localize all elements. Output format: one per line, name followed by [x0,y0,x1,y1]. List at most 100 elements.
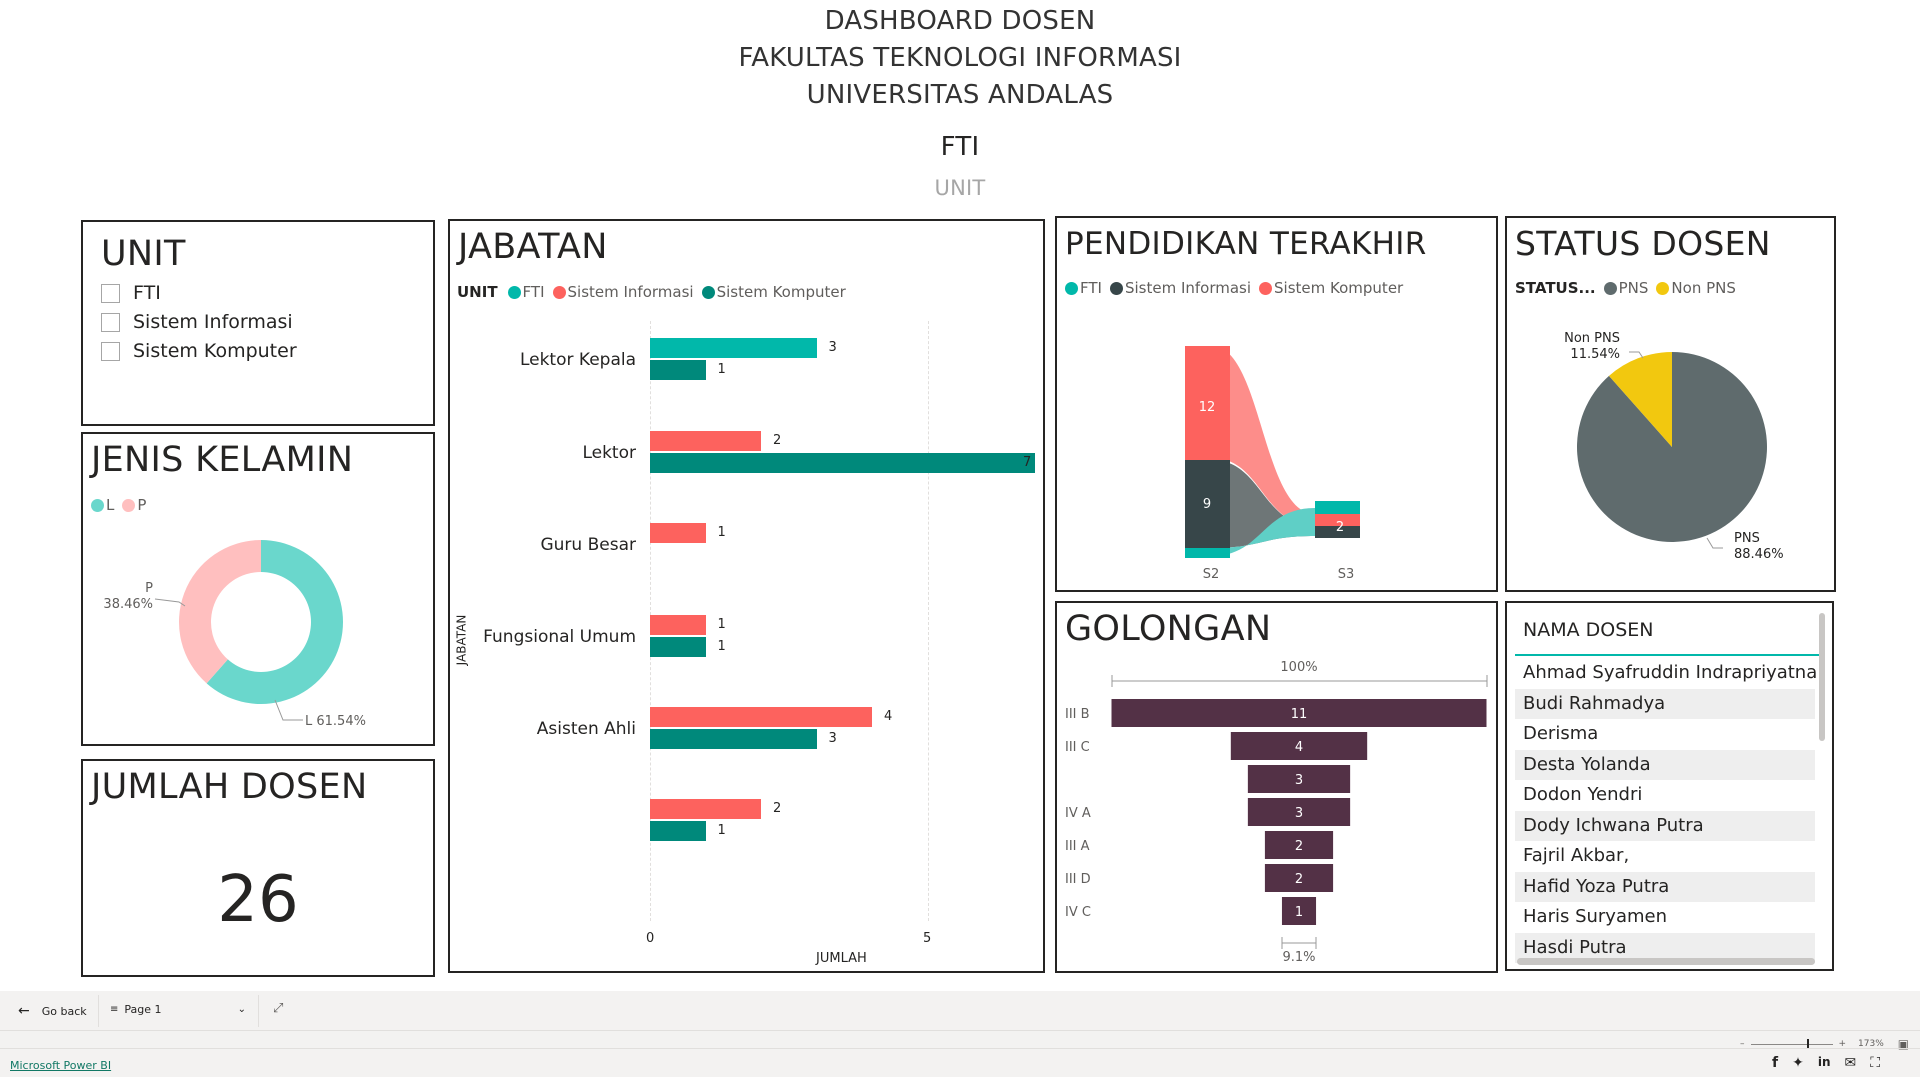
stack-fti-s2[interactable] [1185,548,1230,558]
donut-slices[interactable] [179,540,343,704]
powerbi-brand-link[interactable]: Microsoft Power BI [10,1059,112,1072]
zoom-slider[interactable] [1750,1038,1833,1049]
legend-label: Sistem Komputer [716,283,846,301]
funnel-bar[interactable] [1264,864,1334,892]
nama-dosen-row[interactable]: Fajril Akbar, [1523,845,1630,866]
bar-sistem-komputer[interactable] [650,637,706,657]
pendidikan-card: PENDIDIKAN TERAKHIR FTI Sistem Informasi… [1055,216,1498,592]
legend-item-sistem-komputer[interactable]: Sistem Komputer [701,283,846,301]
bar-sistem-informasi[interactable] [650,707,872,727]
bar-value-label: 2 [773,801,782,816]
stack-sk-s3[interactable] [1315,526,1360,538]
bar-value-label: 7 [1023,455,1032,470]
zoom-in-icon[interactable]: + [1838,1039,1847,1049]
label-p: P [145,581,153,596]
ribbon-sistem-komputer[interactable] [1212,346,1315,526]
horizontal-scrollbar[interactable] [1517,958,1815,965]
go-back-button[interactable]: ← Go back [18,1003,87,1019]
nama-dosen-row[interactable]: Desta Yolanda [1515,749,1815,780]
twitter-icon[interactable]: ✦ [1792,1055,1804,1071]
legend-item-sistem-informasi[interactable]: Sistem Informasi [1109,279,1252,297]
pie-slice-non-pns[interactable] [1608,352,1672,447]
funnel-bar[interactable] [1111,699,1487,727]
nama-dosen-row[interactable]: Ahmad Syafruddin Indrapriyatna [1523,662,1818,683]
nama-dosen-row[interactable]: Budi Rahmadya [1515,688,1815,719]
bar-sistem-komputer[interactable] [650,453,1035,473]
nama-dosen-row[interactable]: Dodon Yendri [1523,784,1643,805]
footer-nav-bar: ← Go back ≡ Page 1 ⌄ ⤢ [0,991,1920,1031]
legend-item-fti[interactable]: FTI [507,283,545,301]
pie-slices[interactable] [1577,352,1767,542]
pct-p: 38.46% [103,597,153,612]
collapse-icon[interactable]: ⤢ [273,1001,284,1016]
arrow-left-icon: ← [18,1003,30,1019]
nama-dosen-row[interactable]: Derisma [1523,723,1599,744]
legend-item-non-pns[interactable]: Non PNS [1656,279,1736,297]
footer-bottom-divider [0,1048,1920,1049]
legend-dot-icon [1259,281,1273,295]
linkedin-icon[interactable]: in [1817,1055,1831,1069]
x-label-s3: S3 [1338,567,1355,582]
bar-sistem-komputer[interactable] [650,360,706,380]
label-l: L 61.54% [305,714,366,729]
fit-to-page-icon[interactable]: ▣ [1897,1037,1910,1051]
legend-item-sistem-informasi[interactable]: Sistem Informasi [552,283,694,301]
email-icon[interactable]: ✉ [1844,1055,1857,1071]
nama-dosen-row[interactable]: Hafid Yoza Putra [1515,871,1815,902]
legend-item-l[interactable]: L [91,496,114,514]
funnel-bar[interactable] [1247,765,1351,793]
unit-option-sistem-komputer[interactable]: Sistem Komputer [101,340,297,362]
funnel-bar[interactable] [1247,798,1351,826]
funnel-bar[interactable] [1264,831,1334,859]
gridline [927,321,929,921]
funnel-value-label: 1 [1295,905,1303,920]
donut-slice-l[interactable] [206,540,343,704]
jenis-kelamin-donut-chart: P 38.46% L 61.54% [103,540,366,729]
checkbox-icon[interactable] [101,283,120,303]
bar-sistem-komputer[interactable] [650,821,706,841]
checkbox-icon[interactable] [101,312,120,332]
stack-fti-s3[interactable] [1315,501,1360,514]
unit-option-sistem-informasi[interactable]: Sistem Informasi [101,311,293,333]
donut-slice-p[interactable] [179,540,261,684]
legend-item-pns[interactable]: PNS [1603,279,1648,297]
bar-sistem-komputer[interactable] [650,729,817,749]
checkbox-icon[interactable] [101,341,120,361]
bar-sistem-informasi[interactable] [650,431,761,451]
zoom-slider-thumb[interactable] [1806,1038,1809,1049]
nama-dosen-row[interactable]: Hasdi Putra [1515,932,1815,963]
legend-dot-icon [552,285,566,299]
nama-dosen-row[interactable]: Haris Suryamen [1523,906,1667,927]
funnel-value-label: 2 [1295,839,1303,854]
page-selector[interactable]: ≡ Page 1 ⌄ [110,1003,246,1016]
stack-si-s3[interactable] [1315,514,1360,526]
funnel-category-label: III C [1065,740,1090,755]
legend-item-p[interactable]: P [122,496,146,514]
bar-sistem-informasi[interactable] [650,799,761,819]
legend-item-fti[interactable]: FTI [1065,279,1102,297]
unit-option-fti[interactable]: FTI [101,282,161,304]
bar-sistem-informasi[interactable] [650,615,706,635]
bar-sistem-informasi[interactable] [650,523,706,543]
funnel-bar[interactable] [1230,732,1368,760]
funnel-bar[interactable] [1281,897,1317,925]
bar-value-label: 3 [828,340,837,355]
pendidikan-title: PENDIDIKAN TERAKHIR [1065,226,1427,262]
vertical-scrollbar[interactable] [1819,613,1825,741]
legend-item-sistem-komputer[interactable]: Sistem Komputer [1259,279,1403,297]
stack-sk-s2[interactable] [1185,460,1230,548]
funnel-bars[interactable]: 11 III B 4 III C 3 3 IV A 2 III A 2 III D 1 IV C [1065,699,1487,925]
bar-fti[interactable] [650,338,817,358]
pendidikan-legend: FTI Sistem Informasi Sistem Komputer [1065,279,1407,297]
go-back-label: Go back [41,1004,87,1018]
ribbon-fti[interactable] [1212,508,1315,556]
legend-dot-icon [1109,281,1123,295]
legend-label: Sistem Informasi [1124,279,1252,297]
nama-dosen-row[interactable]: Dody Ichwana Putra [1515,810,1815,841]
funnel-category-label: III A [1065,839,1090,854]
fullscreen-icon[interactable]: ⛶ [1870,1055,1881,1071]
facebook-icon[interactable]: f [1772,1055,1779,1071]
stack-si-s2[interactable] [1185,346,1230,460]
zoom-out-icon[interactable]: – [1740,1039,1745,1049]
legend-dot-icon [122,498,136,512]
